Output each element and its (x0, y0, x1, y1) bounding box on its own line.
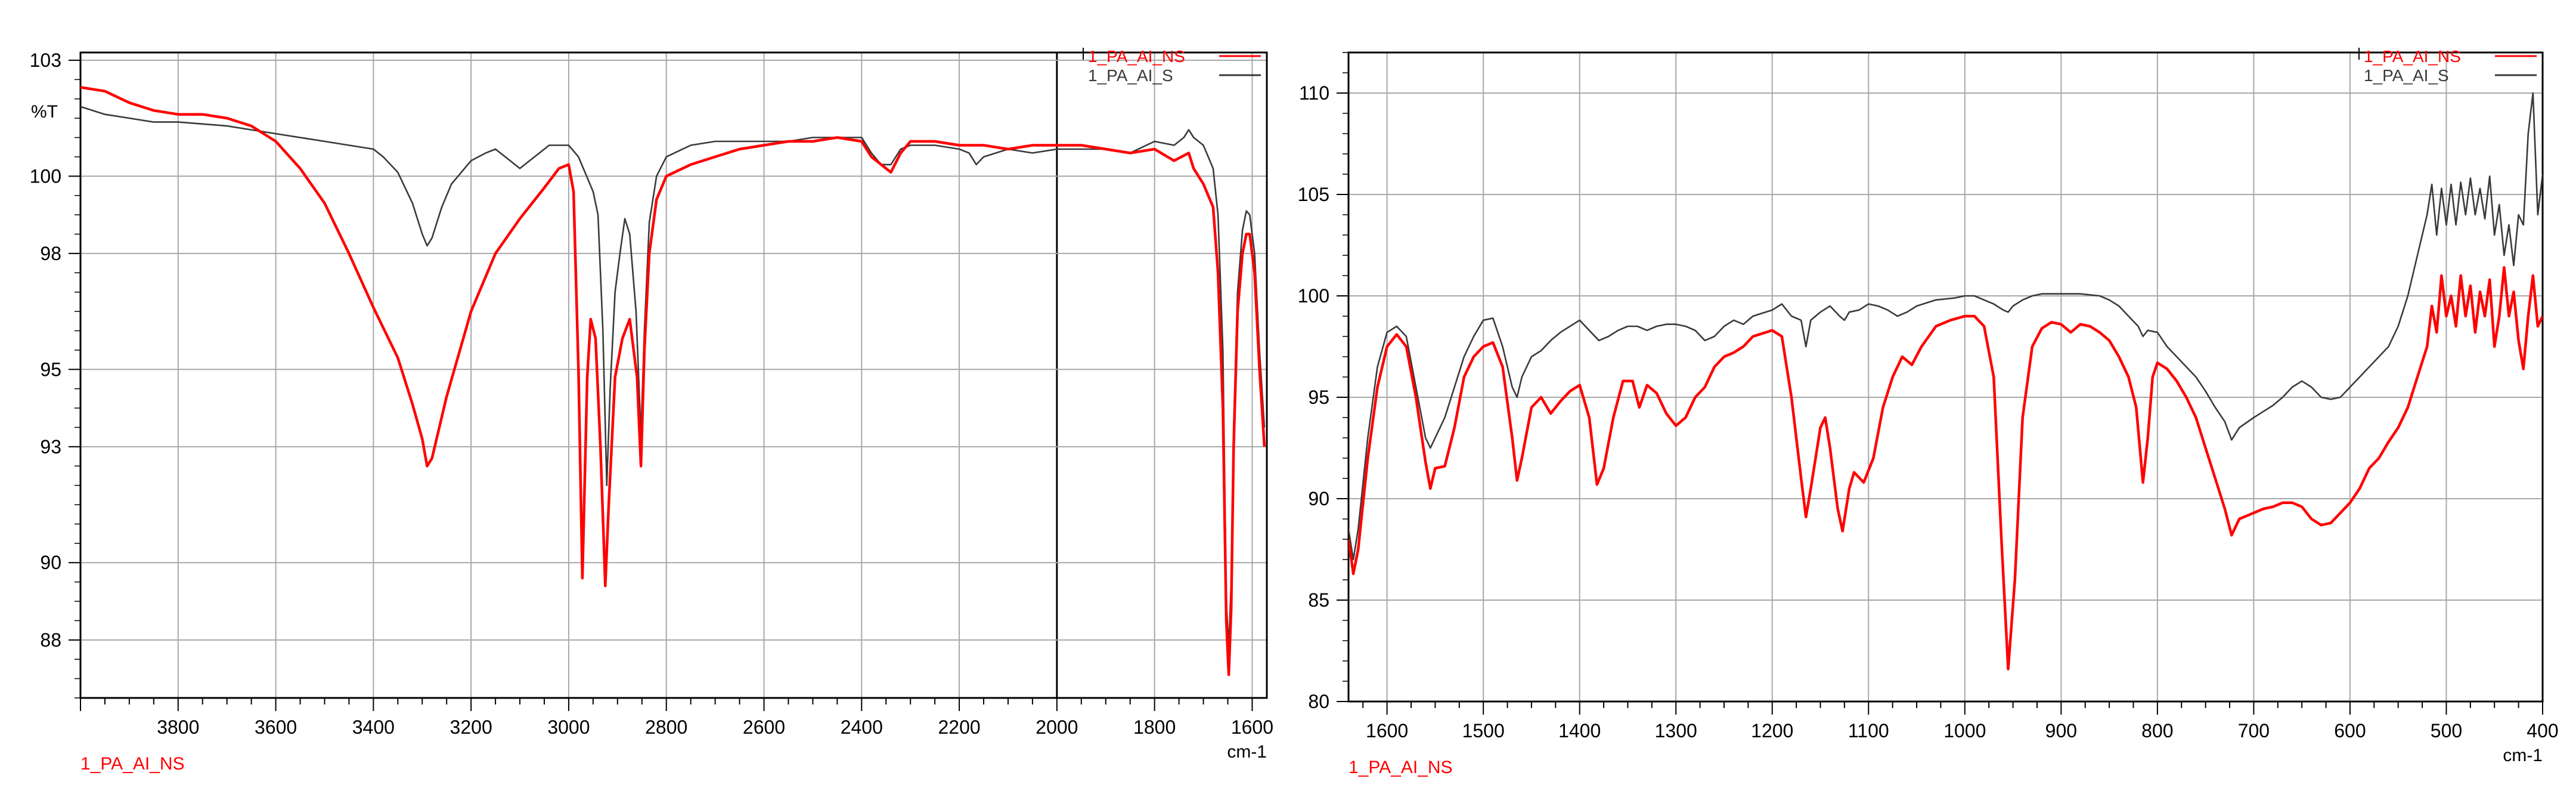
x-tick-label: 800 (2141, 720, 2173, 741)
y-tick-label: 95 (40, 359, 61, 380)
legend-label-1_PA_AI_S: 1_PA_AI_S (1088, 66, 1173, 85)
x-tick-label: 1600 (1366, 720, 1408, 741)
x-tick-label: 500 (2431, 720, 2462, 741)
ftir-chart-right: 1600 1500 1400 1300 1200 1100 1000 900 800 700 600… (1298, 47, 2559, 777)
x-tick-label: 1300 (1655, 720, 1697, 741)
x-axis-unit: cm-1 (1227, 742, 1267, 762)
x-tick-label: 600 (2334, 720, 2366, 741)
ftir-chart-left: 3800 3600 3400 3200 3000 2800 2600 2400 2200 2000… (30, 47, 1273, 774)
y-tick-label: 90 (1308, 488, 1329, 509)
series-line-1_PA_AI_NS (1349, 266, 2543, 670)
x-tick-label: 1000 (1943, 720, 1986, 741)
legend: 1_PA_AI_NS1_PA_AI_S (2358, 47, 2537, 85)
y-tick-label: 100 (30, 165, 61, 187)
x-tick-label: 3000 (547, 716, 590, 738)
x-tick-label: 400 (2527, 720, 2558, 741)
y-tick-label: 90 (40, 552, 61, 573)
x-tick-label: 900 (2045, 720, 2077, 741)
y-axis-label: %T (31, 102, 58, 122)
series-line-1_PA_AI_S (80, 106, 1266, 649)
y-tick-label: 103 (30, 50, 61, 71)
series-line-1_PA_AI_NS (80, 86, 1266, 676)
x-tick-label: 1400 (1558, 720, 1601, 741)
y-tick-label: 95 (1308, 387, 1329, 408)
x-tick-label: 2000 (1036, 716, 1078, 738)
y-tick-label: 98 (40, 243, 61, 264)
x-tick-label: 1200 (1751, 720, 1793, 741)
x-tick-label: 1500 (1462, 720, 1505, 741)
legend: 1_PA_AI_NS1_PA_AI_S (1083, 47, 1261, 85)
y-tick-label: 88 (40, 629, 61, 651)
x-tick-label: 2600 (743, 716, 785, 738)
y-tick-label: 100 (1298, 285, 1329, 307)
x-tick-label: 3600 (255, 716, 297, 738)
series-line-1_PA_AI_S (1349, 92, 2543, 561)
x-tick-label: 3200 (450, 716, 492, 738)
y-tick-label: 93 (40, 436, 61, 458)
x-axis-unit: cm-1 (2503, 746, 2543, 765)
x-tick-label: 2800 (645, 716, 687, 738)
x-tick-label: 700 (2238, 720, 2270, 741)
spectrum-footer-label: 1_PA_AI_NS (80, 754, 185, 774)
x-tick-label: 3800 (157, 716, 199, 738)
x-tick-label: 3400 (352, 716, 395, 738)
y-tick-label: 110 (1299, 82, 1329, 104)
x-tick-label: 1100 (1848, 720, 1889, 741)
spectrum-footer-label: 1_PA_AI_NS (1349, 758, 1453, 777)
y-tick-label: 80 (1308, 691, 1329, 712)
legend-label-1_PA_AI_S: 1_PA_AI_S (2364, 66, 2449, 85)
legend-label-1_PA_AI_NS: 1_PA_AI_NS (1088, 47, 1185, 66)
x-tick-label: 1600 (1231, 716, 1273, 738)
x-tick-label: 2200 (938, 716, 980, 738)
y-tick-label: 105 (1298, 184, 1329, 205)
y-tick-label: 85 (1308, 589, 1329, 611)
legend-label-1_PA_AI_NS: 1_PA_AI_NS (2364, 47, 2461, 66)
plot-frame (79, 51, 1268, 699)
x-tick-label: 1800 (1133, 716, 1176, 738)
x-tick-label: 2400 (841, 716, 883, 738)
